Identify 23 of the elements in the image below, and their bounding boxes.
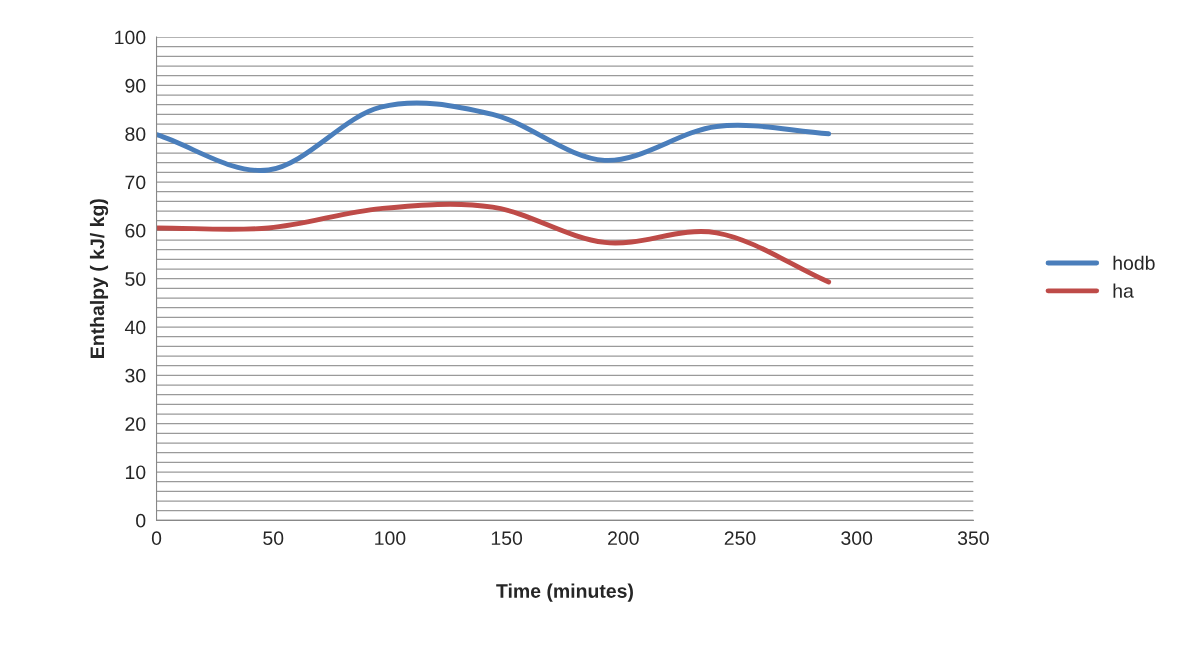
y-tick-label: 20	[125, 417, 146, 431]
y-tick-label: 40	[124, 320, 146, 335]
x-tick-label: 250	[724, 531, 756, 546]
y-tick-label: 90	[125, 78, 146, 93]
x-tick-label: 200	[608, 531, 639, 546]
x-tick-label: 0	[151, 531, 162, 546]
y-axis-title: Enthalpy ( kJ/ kg)	[89, 199, 109, 358]
x-tick-label: 300	[841, 531, 873, 546]
y-tick-label: 0	[136, 513, 146, 528]
y-tick-label: 50	[125, 272, 146, 286]
y-tick-label: 80	[125, 127, 146, 141]
y-tick-label: 70	[125, 175, 146, 190]
legend-label: ha	[1113, 283, 1134, 298]
x-axis-title: Time (minutes)	[496, 583, 633, 602]
y-tick-label: 10	[125, 465, 146, 480]
y-tick-label: 60	[125, 223, 146, 238]
x-tick-label: 100	[375, 531, 406, 546]
x-tick-label: 350	[957, 531, 989, 546]
legend-label: hodb	[1113, 255, 1155, 270]
y-tick-label: 100	[115, 30, 146, 45]
x-tick-label: 150	[491, 531, 523, 546]
x-tick-label: 50	[263, 531, 284, 546]
y-tick-label: 30	[125, 368, 146, 383]
